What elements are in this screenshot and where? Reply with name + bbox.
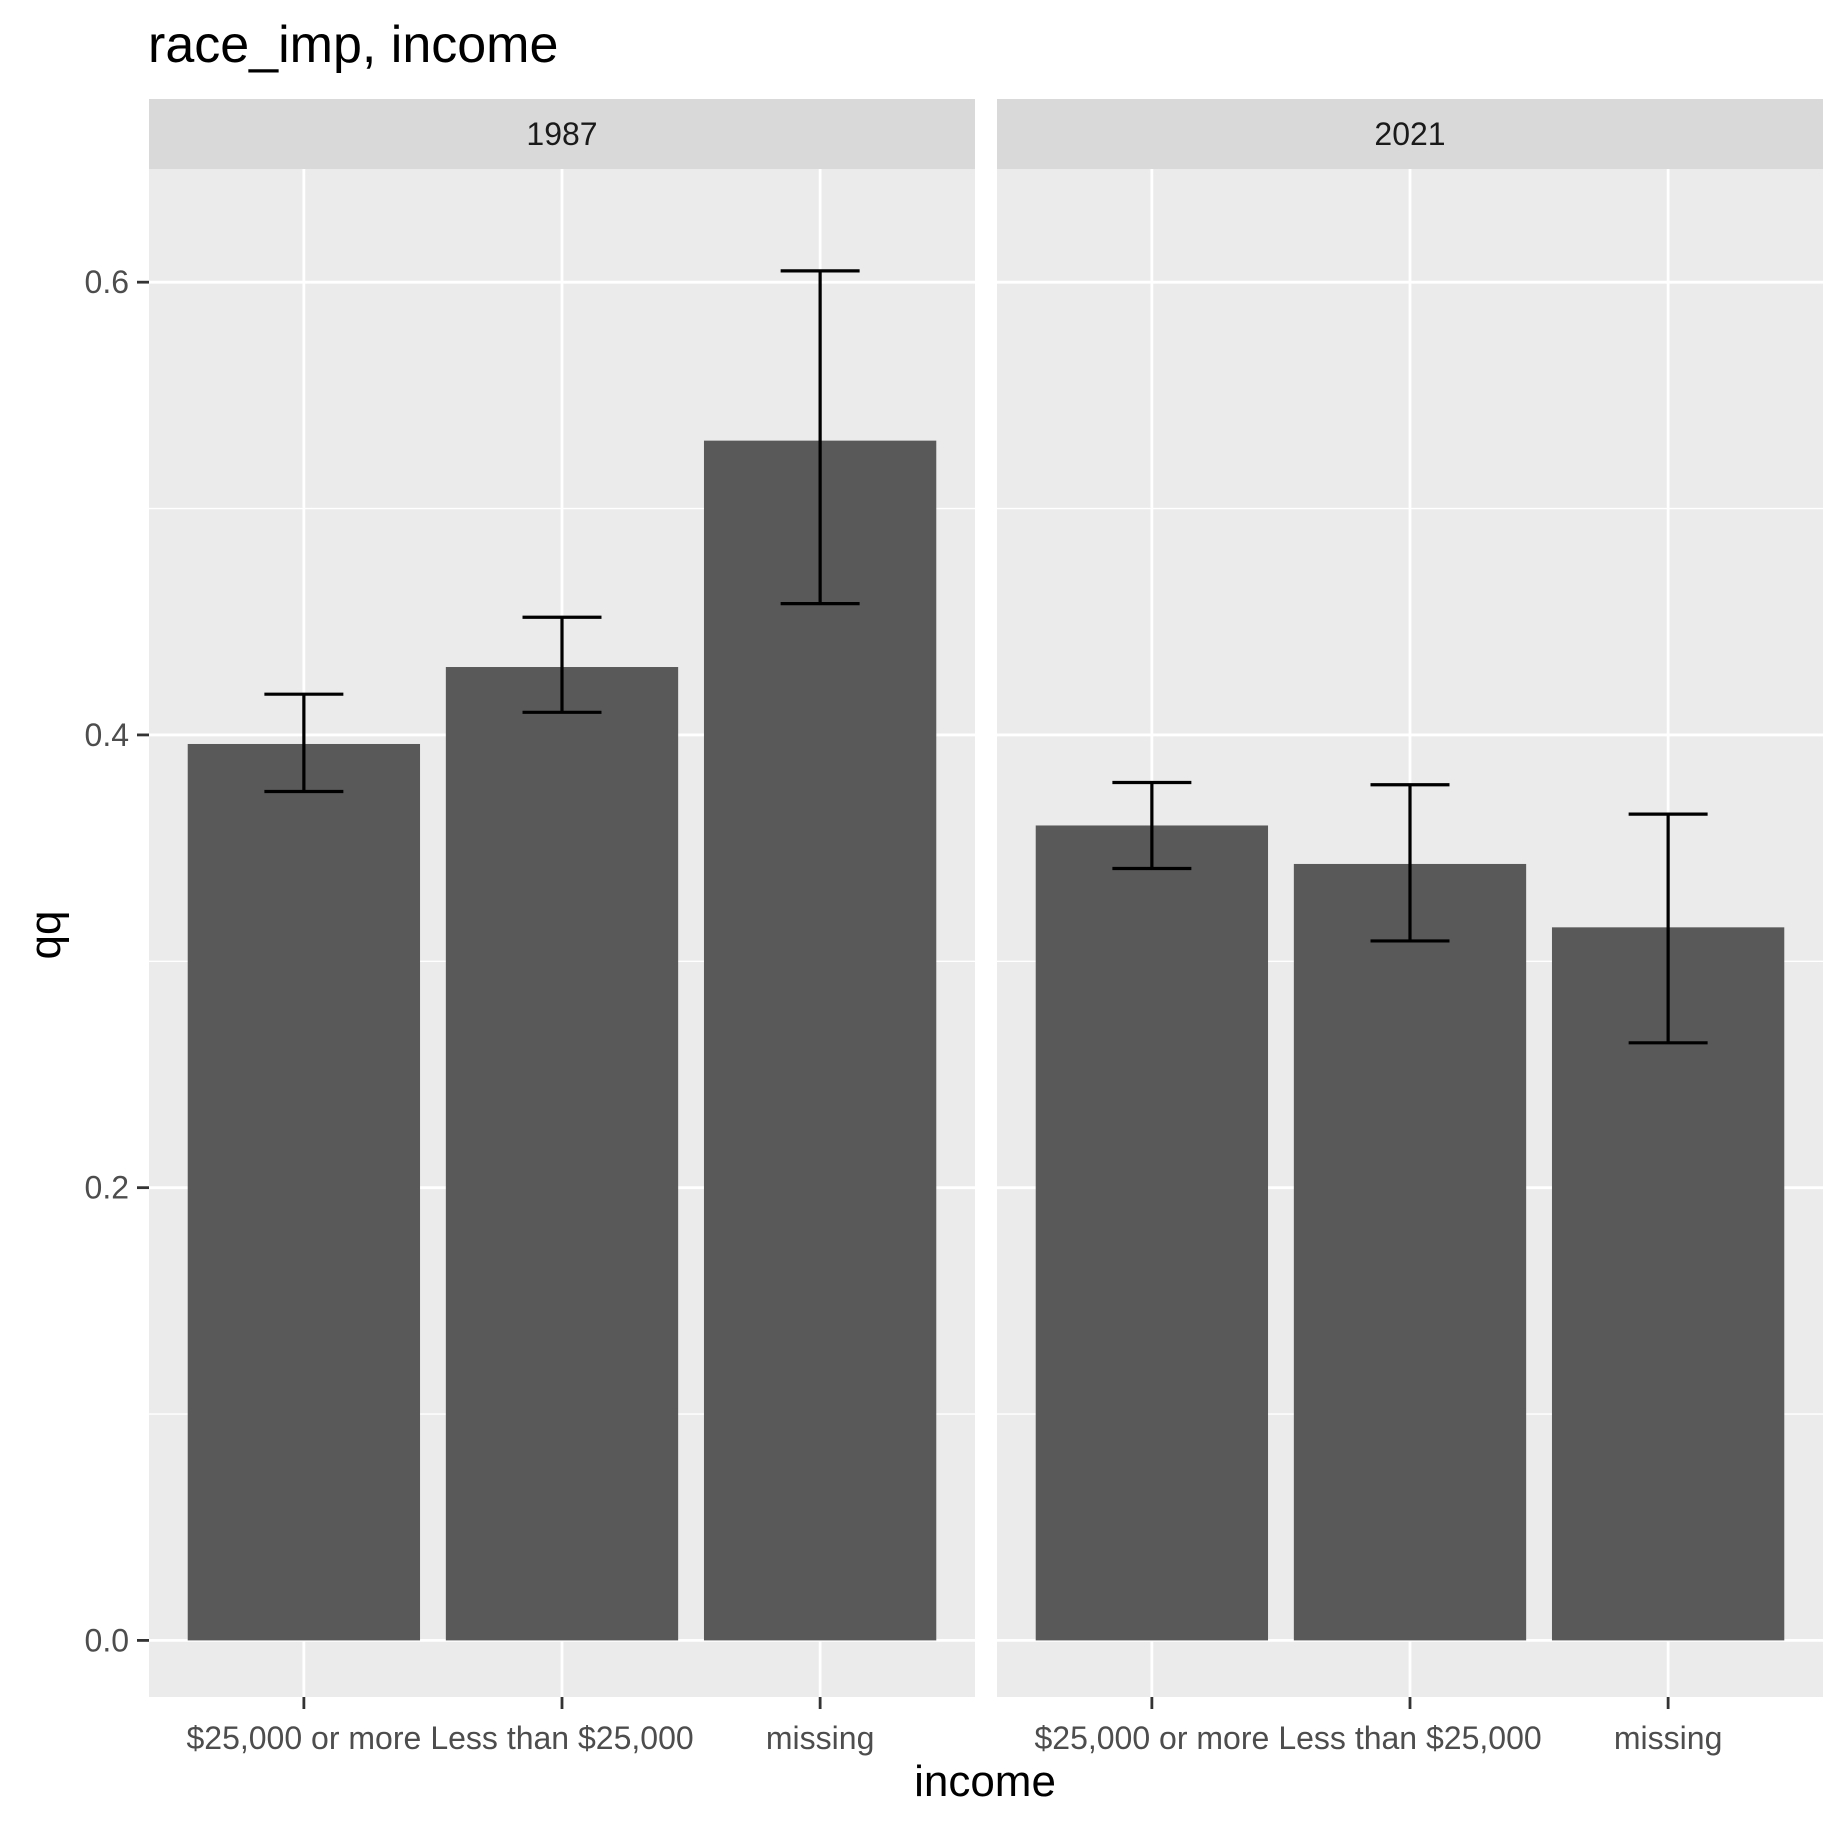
x-tick-label: Less than $25,000 — [430, 1720, 693, 1756]
y-tick-label: 0.6 — [85, 264, 129, 300]
x-tick-label: $25,000 or more — [1034, 1720, 1269, 1756]
error-bar-2021-3 — [1628, 812, 1708, 1045]
bar-1987-1 — [187, 743, 421, 1641]
error-bar-1987-1 — [264, 692, 344, 794]
facet-panel-2021: 2021 $25,000 or more Less than $25,000 miss… — [997, 99, 1823, 1756]
bar-1987-2 — [445, 667, 679, 1641]
x-axis-title: income — [914, 1757, 1056, 1806]
bar-2021-2 — [1293, 863, 1527, 1641]
facet-strip-label: 1987 — [526, 116, 597, 152]
error-bar-1987-2 — [522, 615, 602, 714]
facet-panel-1987: 1987 $25,000 or more Less than $25,000 miss… — [149, 99, 975, 1756]
bar-1987-3 — [703, 440, 937, 1641]
y-tick-label: 0.0 — [85, 1622, 129, 1658]
x-tick-label: Less than $25,000 — [1278, 1720, 1541, 1756]
y-tick-label: 0.4 — [85, 717, 129, 753]
chart-title: race_imp, income — [148, 16, 558, 74]
y-axis: 0.0 0.2 0.4 0.6 — [85, 264, 149, 1658]
bar-2021-1 — [1035, 825, 1269, 1641]
x-tick-label: $25,000 or more — [186, 1720, 421, 1756]
y-axis-title: qq — [21, 911, 70, 960]
facet-panels: 1987$25,000 or more Less than $25,000 miss… — [149, 99, 1823, 1756]
facet-strip — [997, 99, 1823, 169]
error-bar-2021-1 — [1112, 780, 1192, 871]
y-tick-label: 0.2 — [85, 1170, 129, 1206]
error-bar-1987-3 — [780, 269, 860, 606]
facet-strip — [149, 99, 975, 169]
x-tick-label: missing — [1614, 1720, 1722, 1756]
bar-2021-3 — [1551, 927, 1785, 1641]
x-tick-label: missing — [766, 1720, 874, 1756]
facet-strip-label: 2021 — [1374, 116, 1445, 152]
error-bar-2021-2 — [1370, 783, 1450, 943]
